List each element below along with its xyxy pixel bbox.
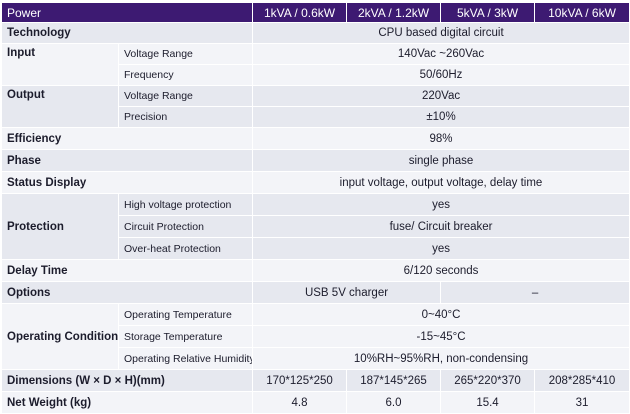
header-model-1kva: 1kVA / 0.6kW bbox=[252, 2, 348, 23]
net-weight-2kva: 6.0 bbox=[346, 391, 442, 414]
operating-temperature-label: Operating Temperature bbox=[117, 303, 254, 326]
status-display-label: Status Display bbox=[0, 171, 254, 194]
high-voltage-label: High voltage protection bbox=[117, 193, 254, 216]
output-voltage-value: 220Vac bbox=[252, 85, 630, 107]
protection-label: Protection bbox=[1, 193, 119, 260]
operating-condition-label: Operating Condition bbox=[1, 303, 119, 370]
net-weight-label: Net Weight (kg) bbox=[0, 391, 254, 414]
dimensions-5kva: 265*220*370 bbox=[440, 369, 536, 392]
row-operating-temperature: Operating Condition Operating Temperatur… bbox=[1, 303, 630, 370]
row-output-voltage: Output Voltage Range 220Vac bbox=[1, 85, 630, 128]
humidity-label: Operating Relative Humidity bbox=[117, 347, 254, 370]
net-weight-5kva: 15.4 bbox=[440, 391, 536, 414]
technology-label: Technology bbox=[0, 22, 254, 44]
row-technology: Technology CPU based digital circuit bbox=[0, 22, 630, 44]
input-label: Input bbox=[1, 43, 119, 86]
dimensions-1kva: 170*125*250 bbox=[252, 369, 348, 392]
dimensions-label: Dimensions (W × D × H)(mm) bbox=[0, 369, 254, 392]
output-voltage-label: Voltage Range bbox=[117, 85, 254, 107]
status-display-value: input voltage, output voltage, delay tim… bbox=[252, 171, 630, 194]
high-voltage-value: yes bbox=[252, 193, 630, 216]
row-delay-time: Delay Time 6/120 seconds bbox=[0, 259, 630, 282]
delay-time-label: Delay Time bbox=[0, 259, 254, 282]
circuit-protection-label: Circuit Protection bbox=[117, 215, 254, 238]
technology-value: CPU based digital circuit bbox=[252, 22, 630, 44]
dimensions-2kva: 187*145*265 bbox=[346, 369, 442, 392]
options-large-models-value: – bbox=[440, 281, 630, 304]
row-dimensions: Dimensions (W × D × H)(mm) 170*125*250 1… bbox=[0, 369, 630, 392]
input-voltage-value: 140Vac ~260Vac bbox=[252, 43, 630, 65]
header-model-10kva: 10kVA / 6kW bbox=[534, 2, 630, 23]
delay-time-value: 6/120 seconds bbox=[252, 259, 630, 282]
row-relative-humidity: Operating Relative Humidity 10%RH~95%RH,… bbox=[2, 347, 630, 370]
row-input-frequency: Frequency 50/60Hz bbox=[2, 64, 630, 86]
efficiency-label: Efficiency bbox=[0, 127, 254, 150]
header-model-5kva: 5kVA / 3kW bbox=[440, 2, 536, 23]
row-efficiency: Efficiency 98% bbox=[0, 127, 630, 150]
row-protection-high-voltage: Protection High voltage protection yes bbox=[1, 193, 630, 260]
phase-value: single phase bbox=[252, 149, 630, 172]
row-storage-temperature: Storage Temperature -15~45°C bbox=[2, 325, 630, 348]
row-output-precision: Precision ±10% bbox=[2, 106, 630, 128]
output-label: Output bbox=[1, 85, 119, 128]
storage-temperature-label: Storage Temperature bbox=[117, 325, 254, 348]
output-precision-label: Precision bbox=[117, 106, 254, 128]
row-net-weight: Net Weight (kg) 4.8 6.0 15.4 31 bbox=[0, 391, 630, 414]
dimensions-10kva: 208*285*410 bbox=[534, 369, 630, 392]
net-weight-1kva: 4.8 bbox=[252, 391, 348, 414]
efficiency-value: 98% bbox=[252, 127, 630, 150]
input-voltage-label: Voltage Range bbox=[117, 43, 254, 65]
options-label: Options bbox=[0, 281, 254, 304]
options-small-models-value: USB 5V charger bbox=[252, 281, 442, 304]
row-options: Options USB 5V charger – bbox=[0, 281, 630, 304]
over-heat-value: yes bbox=[252, 237, 630, 260]
over-heat-label: Over-heat Protection bbox=[117, 237, 254, 260]
header-model-2kva: 2kVA / 1.2kW bbox=[346, 2, 442, 23]
row-status-display: Status Display input voltage, output vol… bbox=[0, 171, 630, 194]
row-protection-circuit: Circuit Protection fuse/ Circuit breaker bbox=[2, 215, 630, 238]
header-power-label: Power bbox=[0, 2, 254, 23]
circuit-protection-value: fuse/ Circuit breaker bbox=[252, 215, 630, 238]
row-input-voltage: Input Voltage Range 140Vac ~260Vac bbox=[1, 43, 630, 86]
header-row: Power 1kVA / 0.6kW 2kVA / 1.2kW 5kVA / 3… bbox=[0, 2, 630, 23]
output-precision-value: ±10% bbox=[252, 106, 630, 128]
row-phase: Phase single phase bbox=[0, 149, 630, 172]
phase-label: Phase bbox=[0, 149, 254, 172]
net-weight-10kva: 31 bbox=[534, 391, 630, 414]
input-frequency-value: 50/60Hz bbox=[252, 64, 630, 86]
storage-temperature-value: -15~45°C bbox=[252, 325, 630, 348]
humidity-value: 10%RH~95%RH, non-condensing bbox=[252, 347, 630, 370]
operating-temperature-value: 0~40°C bbox=[252, 303, 630, 326]
input-frequency-label: Frequency bbox=[117, 64, 254, 86]
